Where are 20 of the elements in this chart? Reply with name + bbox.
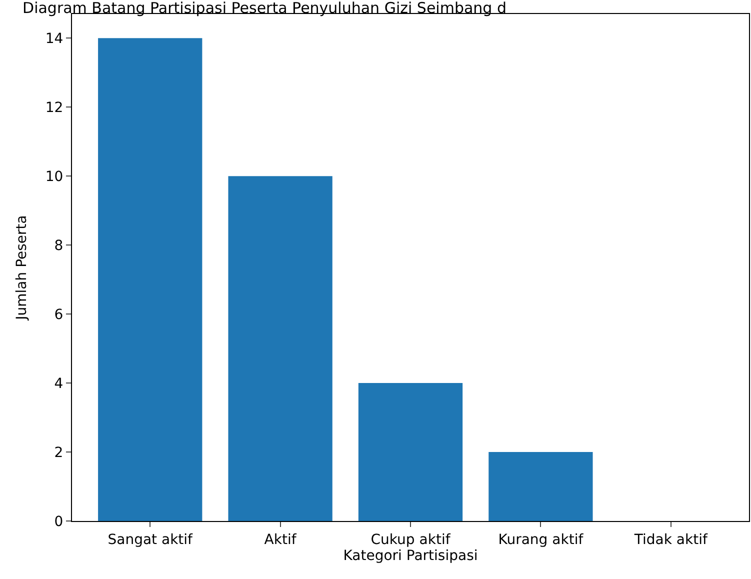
- y-tick-label: 14: [45, 31, 64, 48]
- x-tick-label: Tidak aktif: [633, 532, 708, 548]
- y-tick-label: 8: [54, 238, 64, 254]
- y-tick-label: 0: [54, 514, 64, 530]
- x-tick-label: Sangat aktif: [108, 532, 194, 548]
- y-tick-label: 12: [45, 100, 64, 116]
- x-tick-label: Kurang aktif: [498, 532, 584, 548]
- bar: [98, 38, 202, 521]
- y-axis-title: Jumlah Peserta: [14, 215, 30, 321]
- bar: [358, 383, 463, 521]
- bar: [488, 452, 593, 521]
- y-tick-label: 10: [45, 169, 64, 185]
- x-tick-label: Cukup aktif: [370, 532, 452, 548]
- y-tick-label: 2: [54, 444, 64, 461]
- y-tick-label: 4: [54, 376, 64, 392]
- chart-title: Diagram Batang Partisipasi Peserta Penyuluhan Gizi Seimbang d: [22, 0, 507, 17]
- bar: [228, 176, 332, 521]
- x-tick-label: Aktif: [264, 532, 298, 548]
- y-tick-label: 6: [54, 306, 64, 323]
- x-axis-title: Kategori Partisipasi: [343, 548, 478, 564]
